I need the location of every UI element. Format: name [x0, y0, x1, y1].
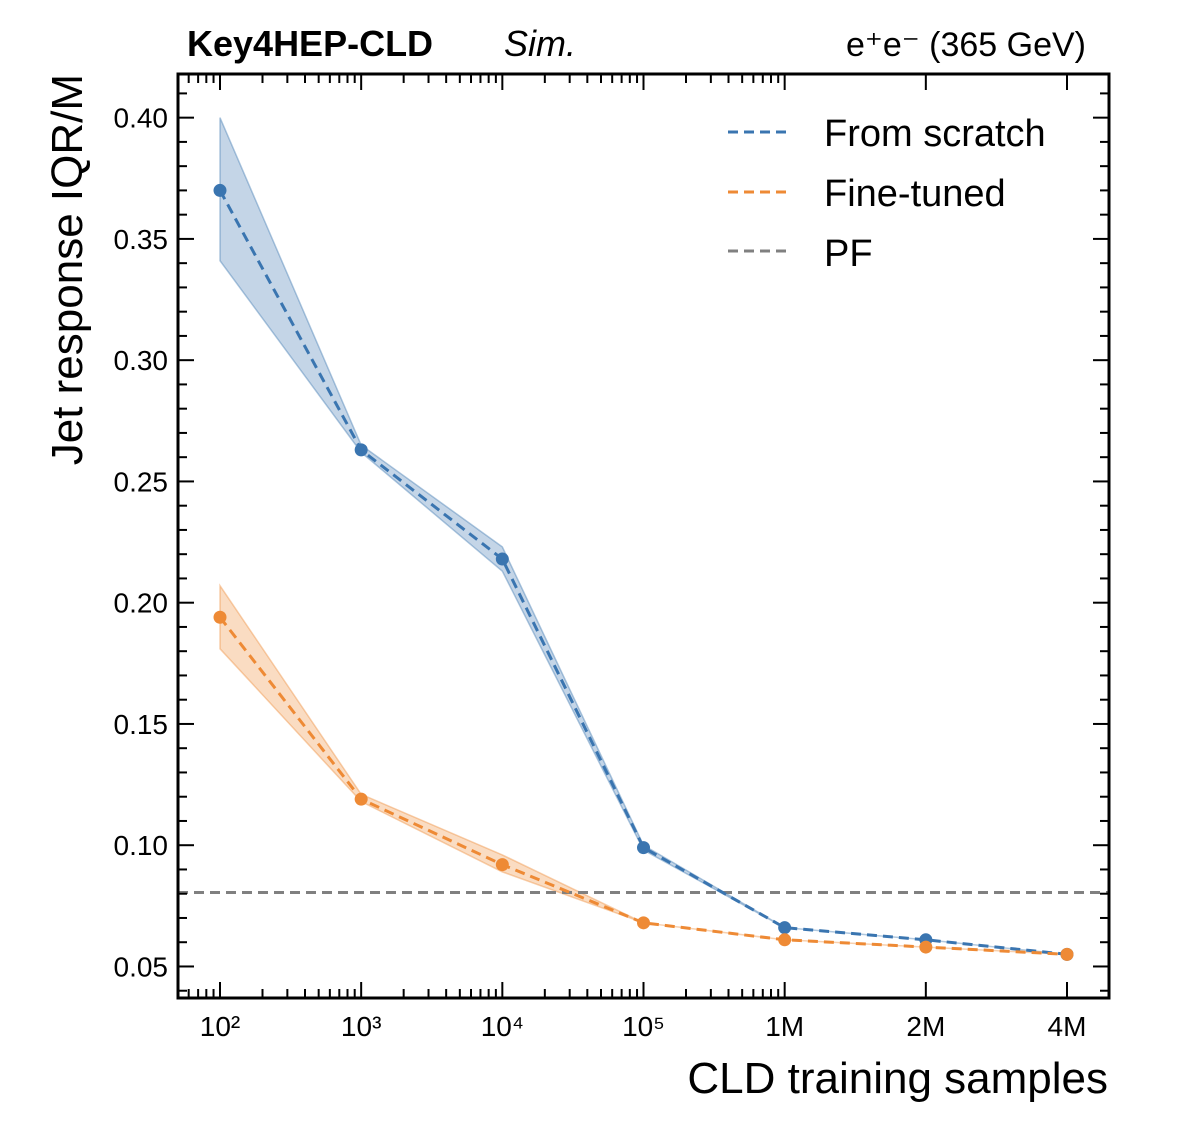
y-tick-label-3: 0.20: [114, 588, 169, 619]
x-tick-label-1: 10³: [341, 1011, 381, 1042]
point-from-scratch-0: [213, 183, 227, 197]
point-fine-tuned-2: [495, 858, 509, 872]
band-fine-tuned: [219, 583, 1068, 956]
y-tick-label-2: 0.15: [114, 709, 169, 740]
y-tick-label-0: 0.05: [114, 951, 169, 982]
experiment-label: Key4HEP-CLD: [187, 23, 433, 64]
x-tick-labels: 10² 10³ 10⁴ 10⁵ 1M 2M 4M: [200, 1011, 1087, 1042]
y-tick-label-7: 0.40: [114, 103, 169, 134]
point-from-scratch-4: [778, 921, 792, 935]
x-tick-label-2: 10⁴: [481, 1011, 524, 1042]
energy-label: e⁺e⁻ (365 GeV): [846, 26, 1086, 64]
point-fine-tuned-6: [1060, 947, 1074, 961]
point-from-scratch-3: [637, 841, 650, 855]
simulation-label: Sim.: [504, 23, 576, 64]
legend-label-fine-tuned: Fine-tuned: [824, 173, 1006, 215]
y-tick-label-4: 0.25: [114, 466, 169, 497]
series-points: [213, 183, 1074, 961]
legend-label-pf: PF: [824, 233, 873, 275]
x-tick-label-0: 10²: [200, 1011, 240, 1042]
y-axis-title: Jet response IQR/M: [43, 74, 92, 465]
legend-label-from-scratch: From scratch: [824, 113, 1046, 155]
x-tick-label-5: 2M: [906, 1011, 945, 1042]
point-from-scratch-2: [495, 552, 509, 566]
x-tick-label-4: 1M: [765, 1011, 804, 1042]
point-fine-tuned-5: [919, 940, 933, 954]
uncertainty-bands: [219, 117, 1068, 956]
y-tick-label-5: 0.30: [114, 345, 169, 376]
point-fine-tuned-1: [354, 792, 368, 806]
legend: From scratch Fine-tuned PF: [728, 113, 1046, 275]
axis-ticks: [178, 74, 1109, 998]
y-tick-label-1: 0.10: [114, 830, 169, 861]
y-tick-labels: 0.05 0.10 0.15 0.20 0.25 0.30 0.35 0.40: [114, 103, 169, 983]
band-from-scratch: [219, 117, 1068, 956]
point-fine-tuned-4: [778, 933, 792, 947]
x-tick-label-6: 4M: [1048, 1011, 1087, 1042]
point-fine-tuned-0: [213, 610, 227, 624]
y-tick-label-6: 0.35: [114, 224, 169, 255]
point-fine-tuned-3: [637, 916, 650, 930]
series-lines: [218, 189, 1068, 956]
x-tick-label-3: 10⁵: [622, 1011, 665, 1042]
line-from-scratch: [218, 189, 1068, 956]
x-axis-title: CLD training samples: [687, 1054, 1108, 1103]
point-from-scratch-1: [354, 443, 368, 457]
